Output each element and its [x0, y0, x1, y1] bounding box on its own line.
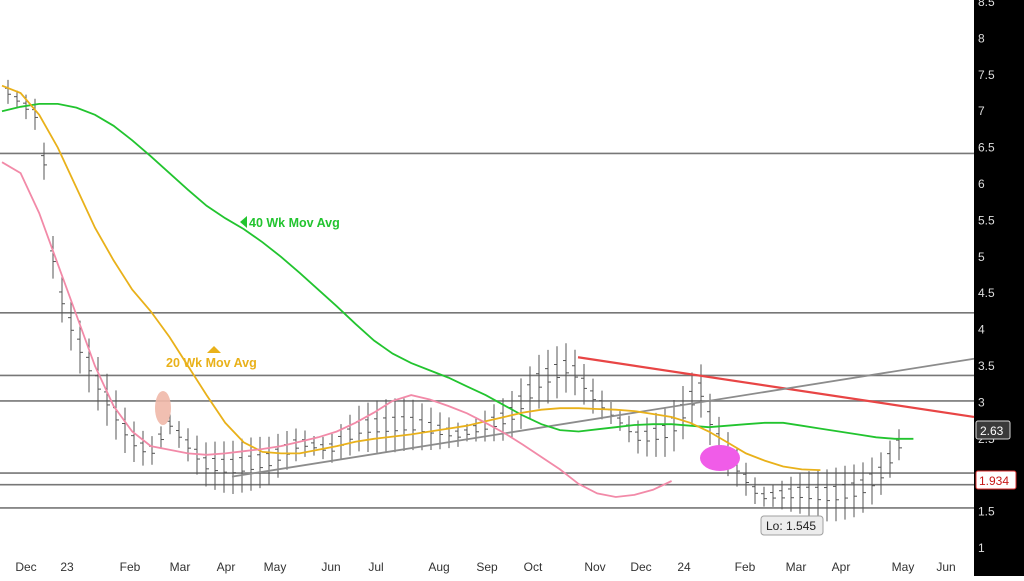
- last-price-text: 2.63: [980, 424, 1004, 438]
- y-tick-label: 6.5: [978, 141, 995, 155]
- x-tick-label: Jul: [368, 560, 383, 574]
- x-tick-label: Jun: [321, 560, 340, 574]
- y-tick-label: 7: [978, 104, 985, 118]
- x-tick-label: Feb: [120, 560, 141, 574]
- y-tick-label: 3.5: [978, 359, 995, 373]
- x-tick-label: May: [264, 560, 287, 574]
- highlight-ellipse-mar: [155, 391, 171, 425]
- ma20-arrow-icon: [207, 346, 221, 353]
- marker-price-badge-box: [975, 470, 1017, 490]
- y-tick-label: 8: [978, 31, 985, 45]
- x-tick-label: May: [892, 560, 915, 574]
- x-tick-label: Oct: [524, 560, 543, 574]
- y-tick-label: 5: [978, 250, 985, 264]
- x-tick-label: 24: [677, 560, 691, 574]
- support-trendline: [231, 357, 975, 478]
- x-tick-label: Sep: [476, 560, 498, 574]
- x-tick-label: Jun: [936, 560, 955, 574]
- ma40-line: [1, 103, 914, 440]
- y-tick-label: 7.5: [978, 68, 995, 82]
- y-tick-label: 4: [978, 323, 985, 337]
- y-tick-label: 5.5: [978, 213, 995, 227]
- x-axis: Dec 23 Feb Mar Apr May Jun Jul Aug Sep Oct Nov Dec 24…: [15, 560, 955, 574]
- low-callout-box: [760, 515, 824, 536]
- ma20-label-group: 20 Wk Mov Avg: [166, 346, 257, 370]
- y-tick-label: 1.5: [978, 505, 995, 519]
- x-tick-label: Nov: [584, 560, 605, 574]
- last-price-badge: 2.63: [975, 420, 1011, 440]
- low-callout-text: Lo: 1.545: [766, 519, 816, 533]
- horizontal-levels: [0, 152, 974, 509]
- x-tick-label: Aug: [428, 560, 449, 574]
- x-tick-label: 23: [60, 560, 74, 574]
- resistance-trendline: [577, 356, 975, 419]
- last-price-badge-box: [975, 420, 1011, 440]
- marker-price-text: 1.934: [979, 474, 1009, 488]
- ma-short-line: [1, 161, 672, 498]
- x-axis-background: [0, 556, 974, 576]
- x-tick-label: Apr: [832, 560, 851, 574]
- x-tick-label: Feb: [735, 560, 756, 574]
- ma40-label: 40 Wk Mov Avg: [249, 216, 340, 230]
- ma20-label: 20 Wk Mov Avg: [166, 356, 257, 370]
- x-tick-label: Dec: [630, 560, 651, 574]
- highlight-ellipse-jan: [700, 445, 740, 471]
- ma20-line: [1, 84, 821, 471]
- y-tick-label: 1: [978, 541, 985, 555]
- moving-averages: [1, 84, 914, 498]
- highlights: [155, 391, 740, 471]
- trendlines: [231, 356, 975, 478]
- ma40-arrow-icon: [240, 216, 247, 228]
- y-tick-label: 8.5: [978, 0, 995, 9]
- x-tick-label: Apr: [217, 560, 236, 574]
- plot-background: [0, 0, 974, 556]
- y-tick-label: 3: [978, 395, 985, 409]
- x-tick-label: Mar: [170, 560, 191, 574]
- marker-price-badge: 1.934: [975, 470, 1017, 490]
- x-tick-label: Dec: [15, 560, 36, 574]
- y-tick-label: 4.5: [978, 286, 995, 300]
- y-tick-label: 6: [978, 177, 985, 191]
- low-callout: Lo: 1.545: [760, 515, 824, 536]
- x-tick-label: Mar: [786, 560, 807, 574]
- ma40-label-group: 40 Wk Mov Avg: [240, 216, 340, 230]
